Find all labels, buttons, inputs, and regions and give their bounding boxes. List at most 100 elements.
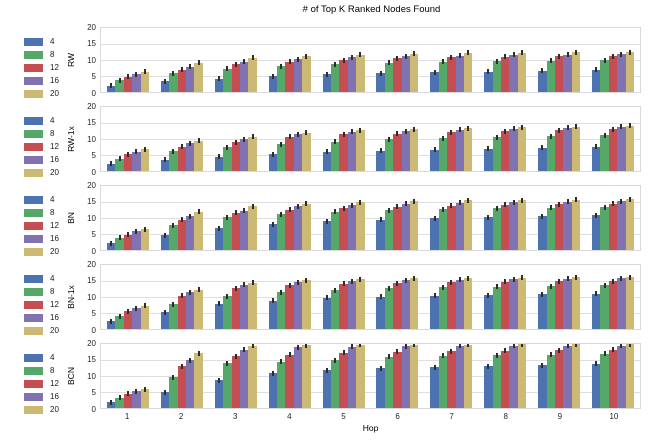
bar-group: [101, 186, 155, 250]
bar: [430, 367, 439, 408]
bar: [410, 278, 419, 329]
bar: [517, 277, 527, 329]
error-bar: [487, 146, 490, 152]
bar-group: [371, 28, 425, 92]
legend-entry: 4: [24, 193, 59, 206]
bar: [492, 61, 502, 92]
error-bar: [521, 124, 524, 130]
bar-group: [155, 344, 209, 408]
legend-entry: 8: [24, 285, 59, 298]
x-tick-label: 10: [609, 412, 619, 421]
x-tick-label: 4: [287, 412, 292, 421]
error-bar: [297, 131, 300, 137]
error-bar: [433, 147, 436, 153]
error-bar: [197, 287, 200, 293]
legend-swatch-icon: [24, 274, 43, 283]
chart-title: # of Top K Ranked Nodes Found: [302, 4, 441, 15]
error-bar: [164, 232, 167, 238]
bar: [248, 282, 257, 329]
error-bar: [458, 277, 461, 283]
error-bar: [413, 198, 416, 204]
error-bar: [172, 70, 175, 76]
error-bar: [450, 279, 453, 285]
legend-swatch-icon: [24, 326, 43, 335]
bar: [194, 289, 203, 329]
error-bar: [620, 198, 623, 204]
gridline: [101, 234, 640, 235]
bar: [140, 389, 149, 408]
bar-group: [424, 344, 478, 408]
error-bar: [305, 277, 308, 283]
bar: [223, 68, 232, 92]
y-tick-label: 10: [87, 55, 96, 65]
bar: [132, 74, 141, 92]
bar: [509, 345, 518, 408]
legend: 4 8 12 16 20: [24, 35, 59, 100]
bar: [339, 283, 348, 329]
error-bar: [404, 277, 407, 283]
error-bar: [521, 50, 524, 56]
error-bar: [280, 211, 283, 217]
bar: [356, 54, 365, 92]
error-bar: [541, 362, 544, 368]
bar: [302, 280, 311, 329]
error-bar: [226, 144, 229, 150]
error-bar: [118, 313, 121, 319]
error-bar: [595, 67, 598, 73]
error-bar: [305, 201, 308, 207]
error-bar: [628, 49, 631, 55]
bar-group: [371, 265, 425, 329]
error-bar: [197, 138, 200, 144]
error-bar: [305, 130, 308, 136]
bar: [322, 297, 331, 329]
bar-group: [209, 28, 263, 92]
error-bar: [217, 154, 220, 160]
legend-label: 12: [50, 300, 59, 309]
error-bar: [180, 363, 183, 369]
error-bar: [126, 391, 129, 397]
error-bar: [413, 344, 416, 348]
bar: [231, 356, 240, 408]
error-bar: [189, 64, 192, 70]
y-tick-label: 15: [87, 276, 96, 285]
bar-group: [478, 107, 532, 171]
legend-label: 8: [50, 208, 55, 217]
bar: [356, 279, 365, 329]
bar-group: [317, 28, 371, 92]
legend-swatch-icon: [24, 353, 43, 362]
bar: [393, 206, 402, 250]
error-bar: [612, 53, 615, 59]
bar: [538, 147, 547, 171]
error-bar: [450, 54, 453, 60]
y-tick-label: 0: [91, 325, 96, 335]
bar-group: [263, 265, 317, 329]
legend-swatch-icon: [24, 234, 43, 243]
bar: [554, 350, 564, 408]
error-bar: [135, 71, 138, 77]
legend-swatch-icon: [24, 300, 43, 309]
error-bar: [234, 285, 237, 291]
error-bar: [164, 157, 167, 163]
bar: [509, 128, 518, 171]
error-bar: [512, 126, 515, 132]
bar: [106, 321, 116, 329]
y-tick-label: 10: [87, 371, 96, 381]
error-bar: [143, 303, 146, 309]
y-tick-label: 20: [87, 338, 96, 348]
bar: [347, 131, 357, 171]
bar: [538, 365, 547, 408]
bar: [268, 154, 278, 171]
bar: [484, 366, 493, 408]
error-bar: [396, 55, 399, 61]
bar-group: [101, 265, 155, 329]
error-bar: [441, 284, 444, 290]
legend-entry: 20: [24, 403, 59, 416]
bar-group: [532, 265, 586, 329]
error-bar: [126, 308, 129, 314]
error-bar: [118, 156, 121, 162]
error-bar: [234, 353, 237, 359]
bar: [617, 345, 626, 408]
bar: [447, 132, 456, 171]
legend-label: 20: [50, 326, 59, 335]
error-bar: [280, 359, 283, 365]
